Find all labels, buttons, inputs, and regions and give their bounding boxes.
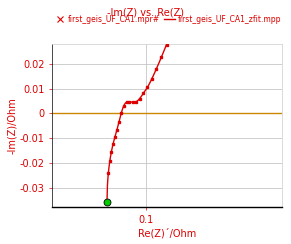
Text: -Im(Z) vs. Re(Z): -Im(Z) vs. Re(Z) xyxy=(107,7,184,17)
Point xyxy=(105,201,109,204)
Y-axis label: -Im(Z)/Ohm: -Im(Z)/Ohm xyxy=(7,97,17,154)
X-axis label: Re(Z)´/Ohm: Re(Z)´/Ohm xyxy=(138,228,196,238)
Legend: first_geis_UF_CA1.mpr#, first_geis_UF_CA1_zfit.mpp: first_geis_UF_CA1.mpr#, first_geis_UF_CA… xyxy=(51,12,284,27)
